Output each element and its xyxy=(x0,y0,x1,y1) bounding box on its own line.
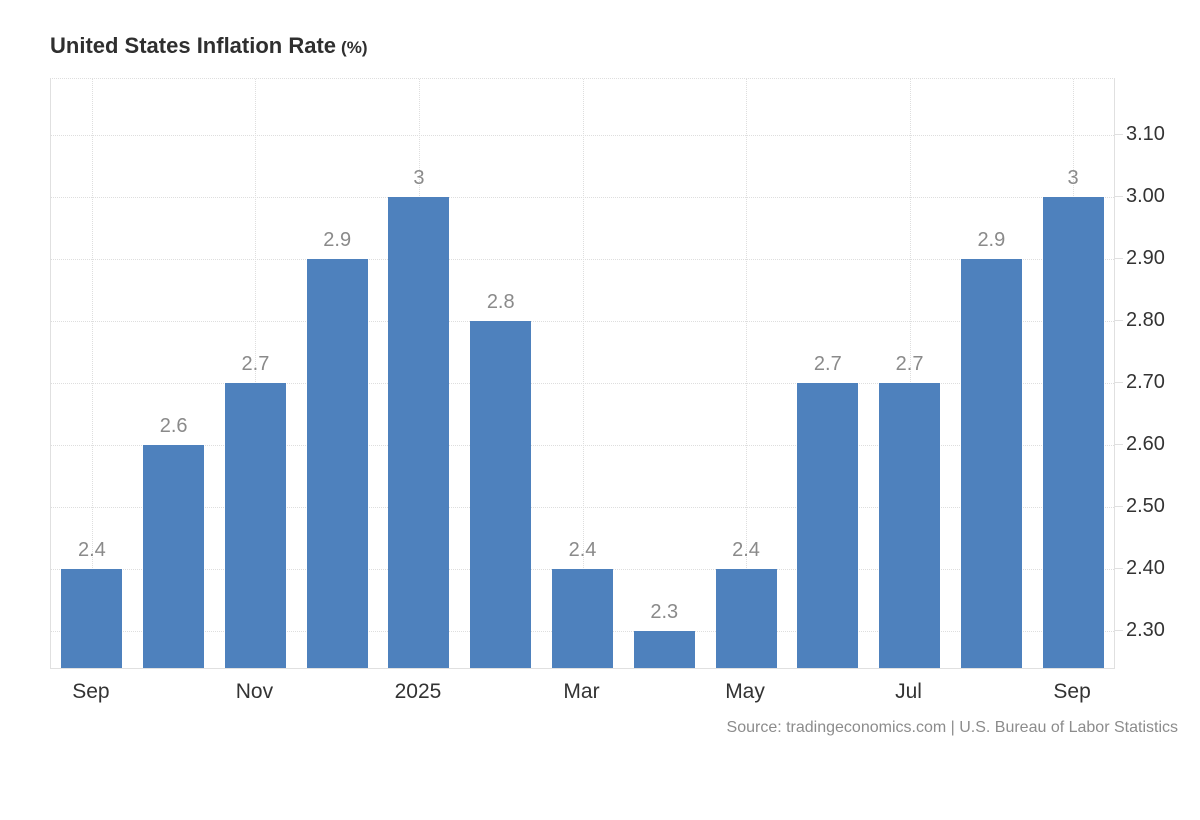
chart-title-text: United States Inflation Rate xyxy=(50,33,337,58)
plot-area: 2.4 2.6 2.7 2.9 3 2.8 2.4 2.3 2.4 2.7 2.7 2.9 3 xyxy=(50,78,1115,669)
y-axis-tick-label: 2.80 xyxy=(1126,308,1165,331)
y-axis-tick-label: 2.40 xyxy=(1126,556,1165,579)
y-axis-tick-label: 2.50 xyxy=(1126,494,1165,517)
bar[interactable] xyxy=(960,258,1022,668)
x-gridline xyxy=(255,79,257,668)
y-tick-mark xyxy=(1114,195,1123,197)
x-gridline xyxy=(582,79,584,668)
bar[interactable] xyxy=(1042,196,1104,668)
y-axis-tick-label: 3.00 xyxy=(1126,184,1165,207)
bar-value-label: 2.7 xyxy=(895,352,924,375)
bar[interactable] xyxy=(61,568,123,668)
y-axis-tick-label: 2.60 xyxy=(1126,432,1165,455)
y-axis-tick-label: 3.10 xyxy=(1126,122,1165,145)
bar-value-label: 2.7 xyxy=(813,352,842,375)
bar[interactable] xyxy=(552,568,613,668)
x-axis-tick-label: May xyxy=(725,680,765,703)
y-tick-mark xyxy=(1114,505,1123,507)
y-axis-tick-label: 2.30 xyxy=(1126,618,1165,641)
bar-chart: 2.4 2.6 2.7 2.9 3 2.8 2.4 2.3 2.4 2.7 2.7 2.9 3 2.30… xyxy=(50,78,1165,703)
bar[interactable] xyxy=(306,258,368,668)
bar[interactable] xyxy=(388,196,450,668)
bar-value-label: 3 xyxy=(413,166,425,189)
bar-value-label: 2.8 xyxy=(486,290,515,313)
bar-value-label: 2.7 xyxy=(241,352,270,375)
x-axis-tick-label: 2025 xyxy=(394,680,442,703)
x-gridline xyxy=(909,79,911,668)
bar[interactable] xyxy=(224,382,286,668)
y-tick-mark xyxy=(1114,381,1123,383)
bar-value-label: 2.4 xyxy=(77,538,106,561)
bar[interactable] xyxy=(470,320,532,668)
bar-value-label: 2.9 xyxy=(323,228,352,251)
bar-value-label: 2.3 xyxy=(650,600,679,623)
bar[interactable] xyxy=(879,382,941,668)
y-tick-mark xyxy=(1114,319,1123,321)
y-tick-mark xyxy=(1114,567,1123,569)
bar-value-label: 2.4 xyxy=(732,538,760,561)
bar-value-label: 3 xyxy=(1067,166,1079,189)
x-axis-tick-label: Jul xyxy=(895,680,922,703)
bar[interactable] xyxy=(143,444,205,668)
bar-value-label: 2.4 xyxy=(568,538,597,561)
y-tick-mark xyxy=(1114,133,1123,135)
chart-title: United States Inflation Rate (%) xyxy=(50,33,368,59)
x-axis-tick-label: Sep xyxy=(72,680,110,703)
chart-title-unit: (%) xyxy=(341,38,368,57)
bar-value-label: 2.9 xyxy=(977,228,1006,251)
source-attribution: Source: tradingeconomics.com | U.S. Bure… xyxy=(726,719,1178,736)
x-gridline xyxy=(746,79,748,668)
x-axis-tick-label: Sep xyxy=(1053,680,1091,703)
y-axis-tick-label: 2.70 xyxy=(1126,370,1165,393)
bar[interactable] xyxy=(715,568,777,668)
y-axis-tick-label: 2.90 xyxy=(1126,246,1165,269)
y-tick-mark xyxy=(1114,257,1123,259)
bar[interactable] xyxy=(633,630,695,668)
y-tick-mark xyxy=(1114,443,1123,445)
x-gridline xyxy=(91,79,93,668)
x-axis-tick-label: Mar xyxy=(563,680,600,703)
y-tick-mark xyxy=(1114,629,1123,631)
x-axis-tick-label: Nov xyxy=(235,680,274,703)
bar-value-label: 2.6 xyxy=(159,414,188,437)
bar[interactable] xyxy=(797,382,859,668)
